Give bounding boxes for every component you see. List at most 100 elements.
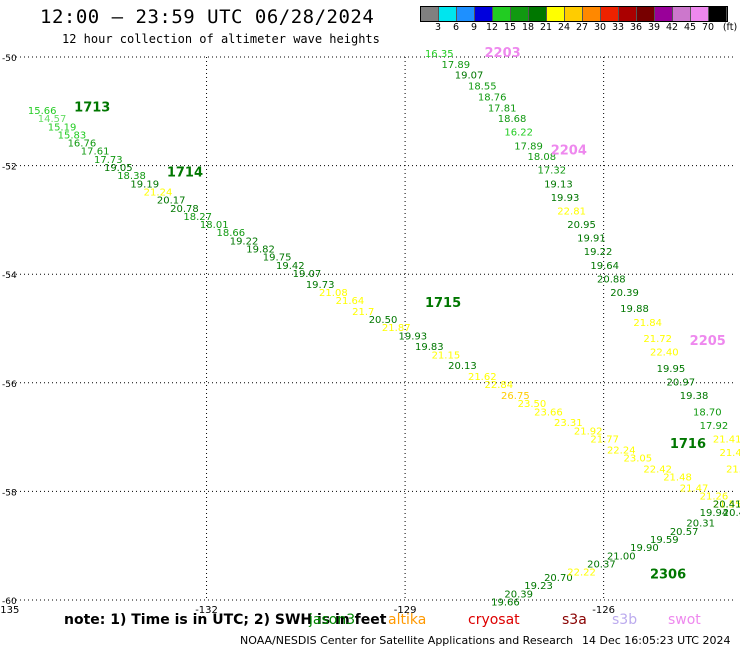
wave-height-point: 21.24 <box>144 187 173 198</box>
y-tick-label: -54 <box>2 271 17 281</box>
wave-height-point: 15.83 <box>58 130 87 141</box>
wave-height-point: 19.22 <box>584 247 613 258</box>
wave-height-point: 21.83 <box>726 464 740 475</box>
wave-height-point: 21.55 <box>713 500 740 511</box>
wave-height-point: 19.95 <box>657 364 686 375</box>
wave-height-point: 19.23 <box>524 581 553 592</box>
generated-date: 14 Dec 16:05:23 UTC 2024 <box>582 634 731 647</box>
wave-height-point: 19.88 <box>620 304 649 315</box>
y-tick-label: -52 <box>2 163 17 173</box>
wave-height-point: 17.89 <box>441 60 470 71</box>
scale-label: 42 <box>665 22 679 33</box>
wave-height-point: 19.82 <box>246 244 275 255</box>
wave-height-point: 19.94 <box>700 508 729 519</box>
wave-height-point: 21.40 <box>719 448 740 459</box>
wave-height-point: 21.77 <box>590 435 619 446</box>
wave-height-point: 18.76 <box>478 92 507 103</box>
wave-height-point: 18.08 <box>528 152 557 163</box>
wave-height-point: 15.66 <box>28 106 57 117</box>
wave-height-point: 17.92 <box>700 421 729 432</box>
wave-height-point: 18.01 <box>200 220 229 231</box>
wave-height-point: 22.24 <box>607 445 636 456</box>
wave-height-point: 16.22 <box>504 128 533 139</box>
scale-swatch <box>709 7 727 21</box>
wave-height-point: 17.81 <box>488 103 517 114</box>
wave-height-point: 18.55 <box>468 82 497 93</box>
scale-label: 3 <box>434 22 442 33</box>
credit-text: NOAA/NESDIS Center for Satellite Applica… <box>240 634 574 647</box>
wave-height-point: 20.39 <box>504 589 533 600</box>
wave-height-point: 21.41 <box>713 435 740 446</box>
color-scale-labels: 3 6 9 12 15 18 21 24 27 30 33 36 39 42 45 70 (ft) <box>420 22 740 34</box>
scale-label: 6 <box>452 22 460 33</box>
pass-time-label: 1714 <box>167 165 203 180</box>
wave-height-point: 21.08 <box>319 288 348 299</box>
pass-time-label: 2205 <box>690 334 726 349</box>
wave-height-point: 16.76 <box>68 139 97 150</box>
scale-swatch <box>421 7 439 21</box>
wave-height-point: 22.40 <box>650 348 679 359</box>
legend-s3a: s3a <box>562 612 587 628</box>
wave-height-point: 17.61 <box>81 147 110 158</box>
wave-height-point: 19.75 <box>263 253 292 264</box>
y-tick-label: -50 <box>2 54 17 64</box>
wave-height-point: 20.39 <box>610 288 639 299</box>
wave-height-point: 20.78 <box>170 204 199 215</box>
pass-time-label: 2204 <box>551 144 587 159</box>
pass-time-label: 2203 <box>485 46 521 61</box>
wave-height-point: 21.87 <box>382 323 411 334</box>
wave-height-point: 19.42 <box>276 261 305 272</box>
wave-height-point: 21.62 <box>468 372 497 383</box>
scale-label: 9 <box>470 22 478 33</box>
wave-height-point: 19.73 <box>306 280 335 291</box>
x-tick-label: -129 <box>394 605 417 616</box>
scale-swatch <box>547 7 565 21</box>
wave-height-point: 23.66 <box>534 407 563 418</box>
scale-label: 15 <box>503 22 517 33</box>
y-tick-label: -58 <box>2 488 17 498</box>
scale-label: 33 <box>611 22 625 33</box>
wave-height-point: 20.57 <box>670 527 699 538</box>
scale-swatch <box>529 7 547 21</box>
wave-height-point: 20.13 <box>448 361 477 372</box>
wave-height-point: 20.41 <box>713 500 740 511</box>
wave-height-point: 18.68 <box>498 114 527 125</box>
wave-height-point: 21.47 <box>680 483 709 494</box>
pass-time-label: 1716 <box>670 437 706 452</box>
wave-height-point: 19.22 <box>230 236 259 247</box>
wave-height-point: 21.64 <box>336 296 365 307</box>
wave-height-point: 21.84 <box>633 318 662 329</box>
wave-height-point: 20.97 <box>667 378 696 389</box>
wave-height-point: 21.26 <box>700 492 729 503</box>
scale-label: 30 <box>593 22 607 33</box>
wave-height-point: 23.50 <box>518 399 547 410</box>
scale-label: 36 <box>629 22 643 33</box>
wave-height-point: 18.66 <box>216 228 245 239</box>
wave-height-point: 21.15 <box>432 350 461 361</box>
wave-height-color-scale <box>420 6 728 22</box>
scale-label: 12 <box>485 22 499 33</box>
pass-time-label: 1713 <box>74 100 110 115</box>
wave-height-point: 19.83 <box>415 342 444 353</box>
scale-label: 27 <box>575 22 589 33</box>
scale-unit: (ft) <box>722 22 738 33</box>
scale-swatch <box>475 7 493 21</box>
wave-height-point: 18.38 <box>117 171 146 182</box>
wave-height-point: 22.42 <box>643 464 672 475</box>
wave-height-point: 21.72 <box>643 334 672 345</box>
wave-height-point: 19.91 <box>577 234 606 245</box>
scale-label: 70 <box>701 22 715 33</box>
wave-height-point: 21.7 <box>352 307 374 318</box>
x-tick-label: -132 <box>195 605 218 616</box>
wave-height-point: 20.43 <box>723 508 740 519</box>
legend-altika: altika <box>388 612 427 628</box>
scale-label: 39 <box>647 22 661 33</box>
legend-swot: swot <box>668 612 701 628</box>
pass-time-label: 1715 <box>425 296 461 311</box>
wave-height-point: 20.31 <box>686 519 715 530</box>
wave-height-point: 19.93 <box>398 331 427 342</box>
wave-height-point: 22.84 <box>485 380 514 391</box>
wave-height-point: 14.57 <box>38 114 67 125</box>
wave-height-point: 20.17 <box>157 196 186 207</box>
wave-height-point: 26.75 <box>501 391 530 402</box>
